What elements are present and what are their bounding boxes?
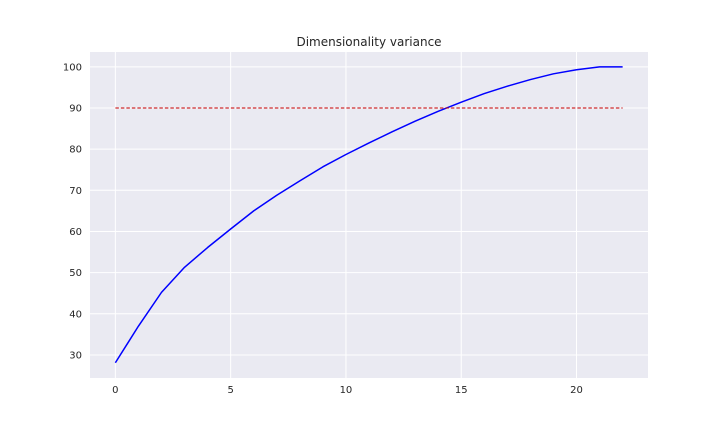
x-axis-ticks: 0 5 10 15 20 xyxy=(112,385,583,396)
plot-background xyxy=(90,52,648,378)
y-tick-label: 50 xyxy=(69,268,82,279)
y-tick-label: 30 xyxy=(69,350,82,361)
x-tick-label: 0 xyxy=(112,385,118,396)
y-axis-ticks: 30 40 50 60 70 80 90 100 xyxy=(63,62,82,361)
y-tick-label: 60 xyxy=(69,227,82,238)
series-lines xyxy=(114,66,623,364)
x-tick-label: 20 xyxy=(570,385,583,396)
x-tick-label: 15 xyxy=(455,385,468,396)
y-tick-label: 40 xyxy=(69,309,82,320)
y-tick-label: 70 xyxy=(69,186,82,197)
y-tick-label: 90 xyxy=(69,103,82,114)
y-tick-label: 80 xyxy=(69,145,82,156)
variance-line xyxy=(114,66,623,364)
y-tick-label: 100 xyxy=(63,62,82,73)
x-tick-label: 10 xyxy=(340,385,353,396)
chart-title: Dimensionality variance xyxy=(296,35,441,49)
x-tick-label: 5 xyxy=(227,385,233,396)
